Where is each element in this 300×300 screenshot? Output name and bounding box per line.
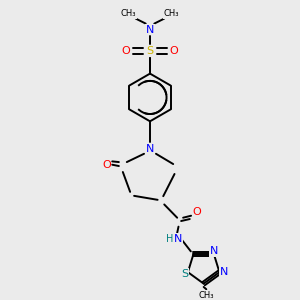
Text: N: N [220,267,228,277]
Text: O: O [169,46,178,56]
Text: N: N [210,246,218,256]
Text: N: N [174,234,182,244]
Text: O: O [122,46,130,56]
Text: N: N [146,144,154,154]
Text: H: H [166,234,174,244]
Text: S: S [146,46,154,56]
Text: CH₃: CH₃ [199,291,214,300]
Text: O: O [193,207,201,218]
Text: O: O [102,160,111,170]
Text: CH₃: CH₃ [164,9,179,18]
Text: N: N [146,25,154,34]
Text: S: S [182,268,189,278]
Text: CH₃: CH₃ [121,9,136,18]
